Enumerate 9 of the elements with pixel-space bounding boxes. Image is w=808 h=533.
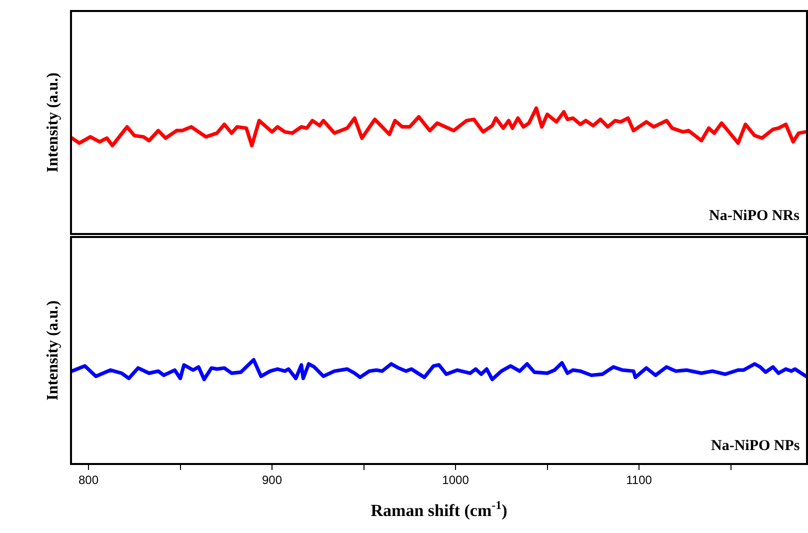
annotation: Na-NiPO NRs [709, 208, 800, 224]
annotation: Na-NiPO NPs [711, 438, 800, 454]
y-axis-title: Intensity (a.u.) [44, 300, 62, 400]
y-axis-title: Intensity (a.u.) [44, 72, 62, 173]
x-tick-label: 1100 [626, 473, 652, 488]
x-tick-label: 800 [78, 473, 99, 488]
x-axis-title: Raman shift (cm$^{-1}$) [370, 498, 508, 520]
x-tick-label: 900 [262, 473, 282, 488]
x-tick-label: 1000 [442, 473, 470, 488]
